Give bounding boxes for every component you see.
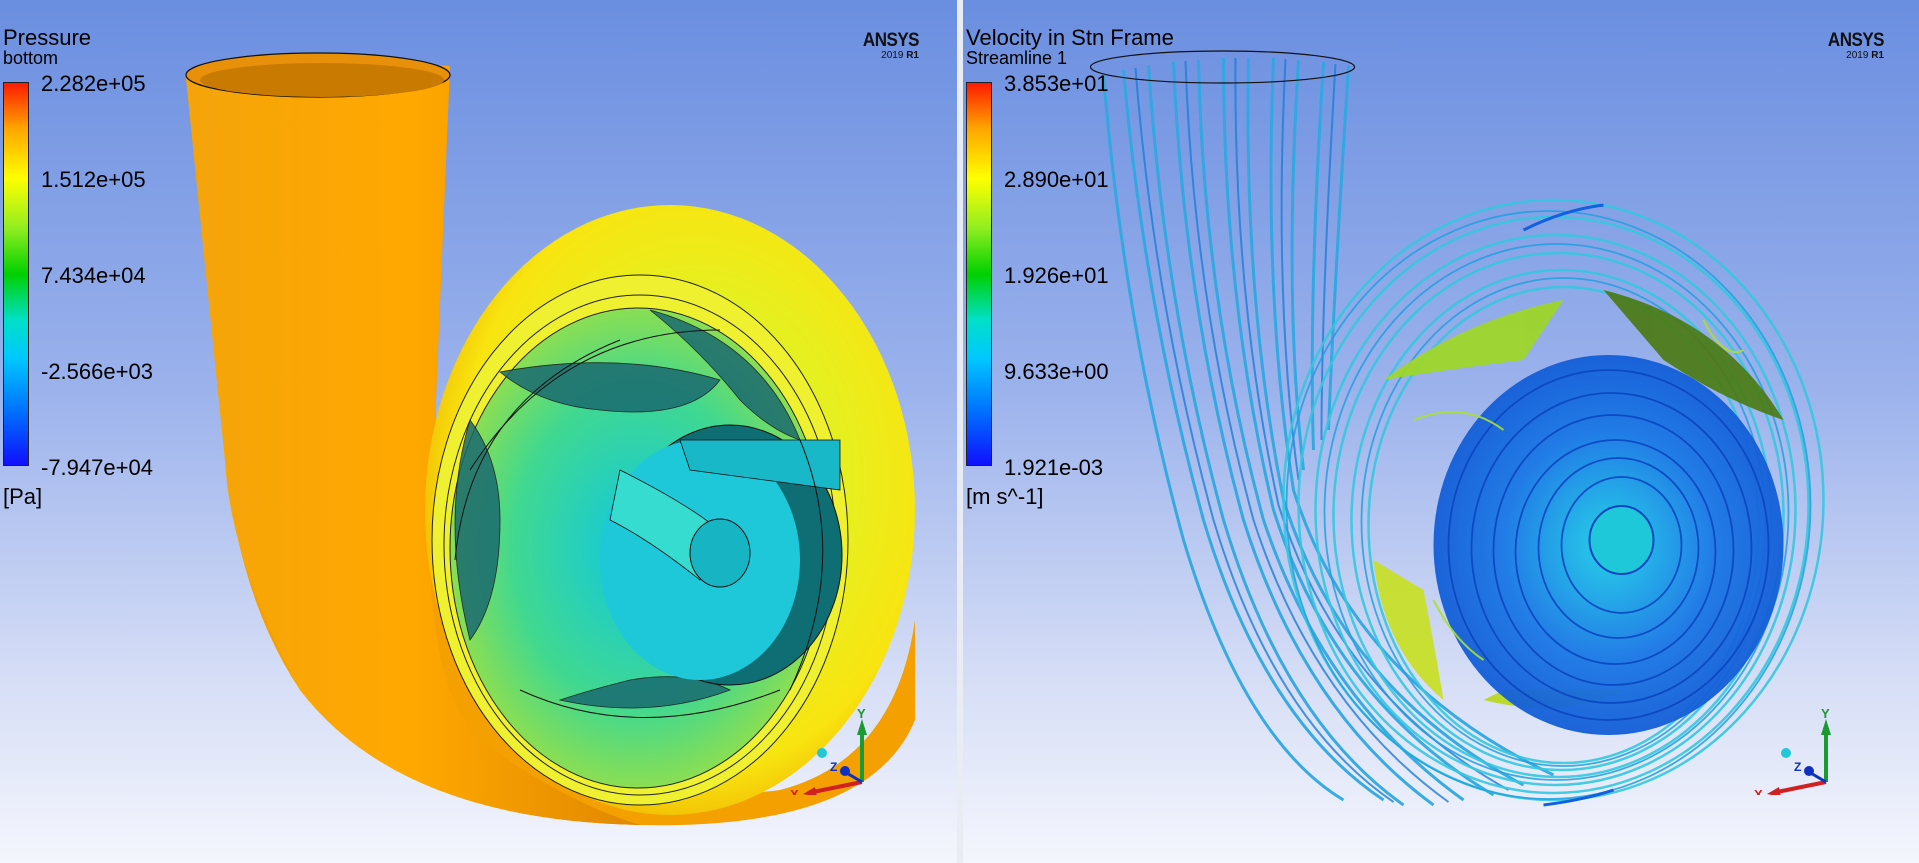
axis-z-label: Z [1794,760,1801,774]
legend-min: -7.947e+04 [41,455,153,480]
axis-y-label: Y [857,706,866,721]
legend-tick-2: 1.512e+05 [41,167,146,192]
inlet-streamlines [1102,57,1555,807]
ansys-logo: ANSYS 2019 R1 [862,28,920,62]
axis-triad[interactable]: Y X Z [1749,705,1839,795]
velocity-viewport[interactable]: Velocity in Stn Frame Streamline 1 3.853… [963,0,1919,863]
pressure-viewport[interactable]: Pressure bottom 2.282e+05 1.512e+05 7.43… [0,0,957,863]
pump-pressure-contour [185,52,915,826]
axis-x-label: X [790,787,799,795]
variable-title: Pressure [3,25,92,50]
ansys-logo: ANSYS 2019 R1 [1827,28,1885,62]
axis-triad[interactable]: Y X Z [785,705,875,795]
legend-unit: [Pa] [3,484,43,509]
legend-max: 2.282e+05 [41,71,146,96]
shaft-bore [1588,505,1655,575]
location-subtitle: bottom [3,48,59,68]
legend-tick-2: 2.890e+01 [1004,167,1109,192]
variable-title: Velocity in Stn Frame [966,25,1174,50]
legend-tick-3: 1.926e+01 [1004,263,1109,288]
inlet-outline [1089,50,1356,84]
legend-tick-3: 7.434e+04 [41,263,146,288]
axis-z-label: Z [830,760,837,774]
legend-max: 3.853e+01 [1004,71,1109,96]
inlet-pipe [186,61,640,826]
axis-x-label: X [1754,787,1763,795]
pump-velocity-streamlines [1089,50,1825,807]
location-subtitle: Streamline 1 [966,48,1068,68]
color-legend-bar [966,82,992,466]
shaft-bore [689,518,751,588]
viewport-divider[interactable] [957,0,963,863]
legend-tick-4: 9.633e+00 [1004,359,1109,384]
impeller-blades [454,309,801,709]
color-legend-bar [3,82,29,466]
legend-unit: [m s^-1] [966,484,1044,509]
legend-min: 1.921e-03 [1004,455,1104,480]
legend-tick-4: -2.566e+03 [41,359,153,384]
axis-y-label: Y [1821,706,1830,721]
